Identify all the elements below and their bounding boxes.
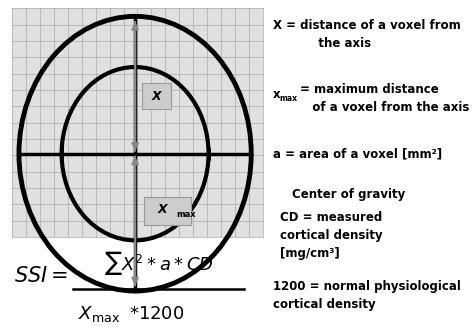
FancyBboxPatch shape [142, 83, 171, 109]
FancyBboxPatch shape [144, 198, 191, 225]
Text: x: x [273, 88, 280, 101]
Text: Center of gravity: Center of gravity [292, 188, 405, 201]
Text: max: max [176, 210, 195, 219]
Text: CD = measured
cortical density
[mg/cm³]: CD = measured cortical density [mg/cm³] [280, 211, 383, 260]
Text: $\mathit{X}_{\mathrm{max}}$: $\mathit{X}_{\mathrm{max}}$ [79, 304, 120, 324]
Text: = maximum distance
   of a voxel from the axis: = maximum distance of a voxel from the a… [300, 83, 469, 113]
Text: a = area of a voxel [mm²]: a = area of a voxel [mm²] [273, 147, 442, 160]
Bar [12, 8, 263, 237]
Text: max: max [279, 94, 297, 103]
Text: $\sum \mathit{X}^2 * \mathit{a} * \mathit{CD}$: $\sum \mathit{X}^2 * \mathit{a} * \mathi… [104, 249, 214, 277]
Text: X: X [152, 90, 161, 102]
Text: $\mathit{SSI}=$: $\mathit{SSI}=$ [14, 266, 68, 286]
Text: 1200 = normal physiological
cortical density: 1200 = normal physiological cortical den… [273, 281, 460, 311]
Text: X = distance of a voxel from
           the axis: X = distance of a voxel from the axis [273, 19, 460, 50]
Text: $* 1200$: $* 1200$ [129, 305, 184, 323]
Text: X: X [158, 203, 167, 216]
